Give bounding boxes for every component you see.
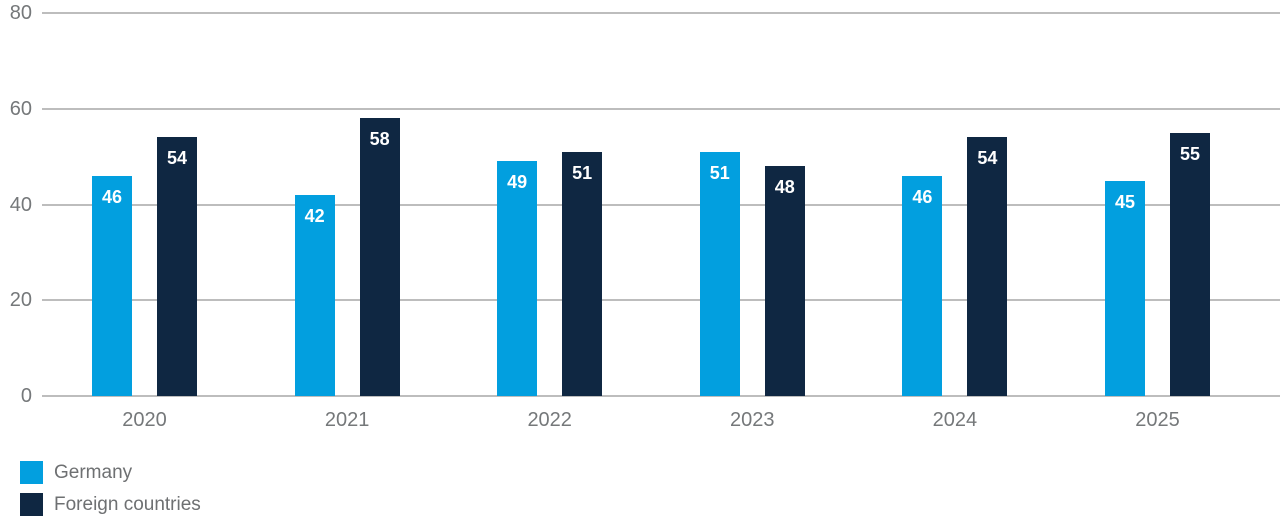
bar-value-label: 42 bbox=[304, 205, 325, 226]
y-tick-label: 40 bbox=[9, 193, 32, 216]
bar-group-2024: 46 54 bbox=[902, 137, 1008, 396]
bar-group-2022: 49 51 bbox=[497, 151, 603, 396]
x-axis-line bbox=[42, 395, 1280, 397]
x-tick-label-2024: 2024 bbox=[932, 409, 978, 431]
y-tick-label: 80 bbox=[9, 2, 32, 24]
bar-value-label: 51 bbox=[709, 162, 730, 183]
bar-value-label: 58 bbox=[369, 129, 390, 150]
bar-value-label: 54 bbox=[977, 148, 998, 169]
bar-foreign-countries-2024: 54 bbox=[967, 137, 1008, 396]
bar-value-label: 54 bbox=[166, 148, 188, 169]
bar-foreign-countries-2022: 51 bbox=[562, 151, 603, 396]
x-tick-label-2021: 2021 bbox=[324, 409, 370, 431]
gridline bbox=[42, 299, 1280, 302]
bar-germany-2021: 42 bbox=[294, 194, 335, 396]
gridline bbox=[42, 203, 1280, 206]
bar-group-2021: 42 58 bbox=[294, 118, 400, 396]
bar-group-2025: 45 55 bbox=[1104, 132, 1210, 396]
legend-swatch-germany bbox=[20, 461, 43, 484]
legend-label: Germany bbox=[54, 462, 133, 483]
x-tick-label-2020: 2020 bbox=[122, 409, 167, 431]
bar-foreign-countries-2023: 48 bbox=[764, 166, 805, 396]
gridline bbox=[42, 12, 1280, 14]
y-tick-label: 60 bbox=[9, 97, 32, 120]
bar-value-label: 46 bbox=[912, 186, 933, 207]
legend: Germany Foreign countries bbox=[20, 461, 201, 525]
bar-germany-2022: 49 bbox=[497, 161, 538, 396]
bar-foreign-countries-2025: 55 bbox=[1169, 132, 1210, 396]
y-tick-label: 0 bbox=[20, 385, 32, 407]
bar-value-label: 46 bbox=[101, 186, 123, 207]
x-axis-labels: 2020 2021 2022 2023 2024 2025 bbox=[92, 409, 1210, 432]
bar-germany-2024: 46 bbox=[902, 175, 943, 396]
x-tick-label-2022: 2022 bbox=[527, 409, 572, 431]
bar-value-label: 48 bbox=[774, 177, 795, 198]
bar-foreign-countries-2021: 58 bbox=[359, 118, 400, 396]
legend-item-germany: Germany bbox=[20, 461, 201, 484]
bar-germany-2023: 51 bbox=[699, 151, 740, 396]
bar-group-2023: 51 48 bbox=[699, 151, 805, 396]
x-tick-label-2025: 2025 bbox=[1135, 409, 1180, 431]
gridline bbox=[42, 107, 1280, 110]
legend-item-foreign-countries: Foreign countries bbox=[20, 493, 201, 516]
bar-value-label: 51 bbox=[572, 162, 593, 183]
bar-foreign-countries-2020: 54 bbox=[157, 137, 197, 396]
bar-germany-2025: 45 bbox=[1104, 180, 1145, 396]
bar-value-label: 45 bbox=[1114, 191, 1135, 212]
y-tick-label: 20 bbox=[9, 289, 32, 312]
bar-value-label: 49 bbox=[507, 172, 528, 193]
bar-value-label: 55 bbox=[1179, 143, 1200, 164]
bar-group-2020: 46 54 bbox=[92, 137, 197, 396]
legend-label: Foreign countries bbox=[54, 494, 201, 515]
bars: 46 54 42 58 49 51 51 48 46 54 45 55 bbox=[92, 13, 1210, 396]
x-tick-label-2023: 2023 bbox=[730, 409, 775, 431]
legend-swatch-foreign-countries bbox=[20, 493, 43, 516]
bar-germany-2020: 46 bbox=[92, 175, 132, 396]
